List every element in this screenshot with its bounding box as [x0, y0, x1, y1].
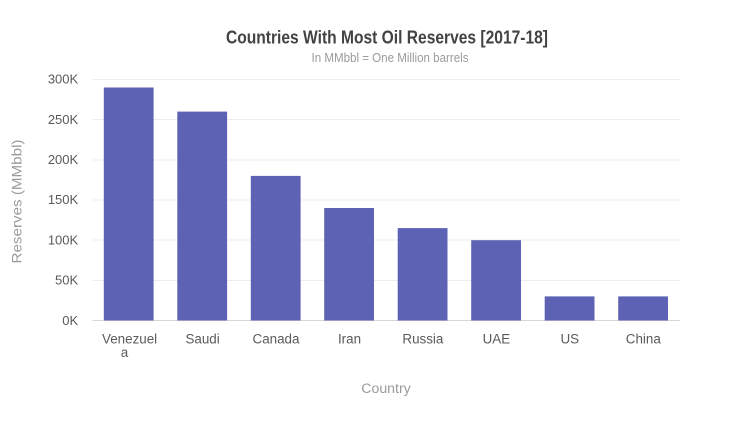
svg-text:Iran: Iran [338, 332, 361, 347]
svg-text:200K: 200K [48, 152, 79, 167]
svg-text:a: a [121, 345, 129, 360]
svg-text:50K: 50K [55, 273, 78, 288]
svg-text:300K: 300K [48, 72, 79, 87]
svg-text:Country: Country [361, 381, 411, 397]
svg-text:Reserves (MMbbl): Reserves (MMbbl) [9, 140, 25, 264]
svg-text:China: China [626, 332, 662, 347]
svg-text:150K: 150K [48, 192, 79, 207]
svg-text:In MMbbl = One Million barrels: In MMbbl = One Million barrels [312, 50, 469, 65]
svg-text:0K: 0K [62, 313, 78, 328]
svg-text:250K: 250K [48, 112, 79, 127]
svg-text:Russia: Russia [402, 332, 443, 347]
svg-text:Canada: Canada [253, 332, 300, 347]
svg-text:Saudi: Saudi [185, 332, 219, 347]
svg-text:UAE: UAE [483, 332, 511, 347]
svg-text:US: US [560, 332, 579, 347]
svg-text:100K: 100K [48, 232, 79, 247]
svg-text:Venezuel: Venezuel [102, 332, 157, 347]
svg-text:Countries With Most Oil Reserv: Countries With Most Oil Reserves [2017-1… [226, 27, 548, 47]
